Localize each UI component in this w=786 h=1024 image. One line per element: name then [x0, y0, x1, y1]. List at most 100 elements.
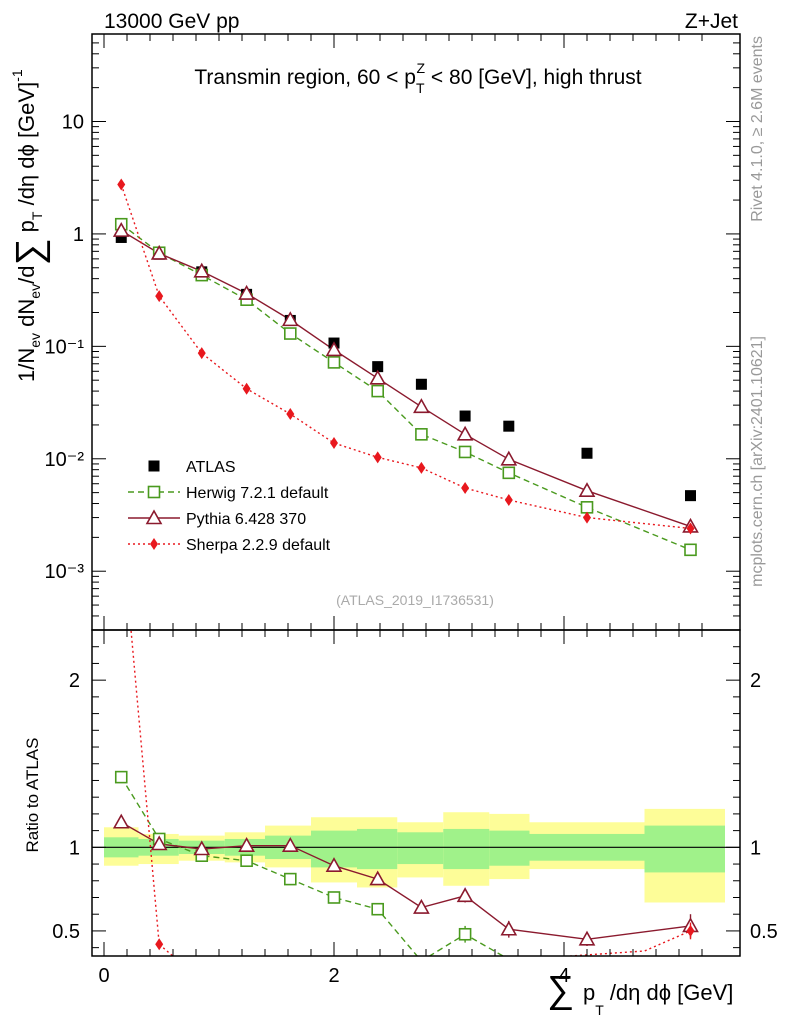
- main-point-pythia-6-428-370: [456, 425, 474, 441]
- ratio-point-pythia-6-428-370: [413, 898, 430, 914]
- ratio-ytick-label: 0.5: [52, 921, 80, 943]
- ratio-point-pythia-6-428-370: [193, 840, 211, 856]
- ratio-point-herwig-7-2-1-default: [240, 854, 253, 868]
- main-point-herwig-7-2-1-default: [684, 543, 697, 557]
- ratio-line-herwig-7-2-1-default: [120, 776, 505, 956]
- ratio-band-inner: [397, 832, 444, 865]
- main-point-herwig-7-2-1-default: [580, 501, 594, 514]
- main-axis-ticks: 10 1 10⁻¹ 10⁻² 10⁻³: [45, 33, 740, 631]
- ratio-xtick-label: 0: [98, 965, 109, 987]
- ratio-frame: [91, 629, 741, 957]
- main-point-herwig-7-2-1-default: [327, 356, 341, 369]
- ratio-point-pythia-6-428-370: [578, 930, 596, 946]
- ratio-ytick-label: 1: [69, 837, 80, 859]
- ratio-point-pythia-6-428-370: [369, 870, 387, 886]
- main-point-sherpa-2-2-9-default: [583, 511, 591, 524]
- main-point-pythia-6-428-370: [112, 221, 130, 237]
- rivet-version: Rivet 4.1.0, ≥ 2.6M events: [749, 36, 766, 222]
- main-line-pythia-6-428-370: [120, 230, 691, 528]
- ratio-point-sherpa-2-2-9-default: [155, 938, 164, 951]
- svg-text:1/Nev dNev/d∑ pT /dη dϕ [GeV]: 1/Nev dNev/d∑ pT /dη dϕ [GeV]-1: [9, 69, 51, 382]
- ratio-band-inner: [357, 828, 398, 870]
- ratio-point-herwig-7-2-1-default: [327, 891, 341, 904]
- main-point-atlas: [415, 378, 427, 390]
- main-point-atlas: [685, 490, 696, 502]
- main-ylabel: 1/Nev dNev/d∑ pT /dη dϕ [GeV]-1: [9, 69, 51, 382]
- ratio-series-markers: [112, 770, 699, 951]
- main-panel: 10 1 10⁻¹ 10⁻² 10⁻³ Transmin region, 60 < pT…: [9, 33, 741, 631]
- ratio-uncertainty-bands: [104, 808, 725, 903]
- ratio-xlabel: ∑ pT/dη dϕ [GeV]: [547, 969, 733, 1018]
- ratio-line-pythia-6-428-370: [120, 821, 691, 940]
- main-ytick-label: 10⁻²: [45, 449, 85, 471]
- mcplots-ref: mcplots.cern.ch [arXiv:2401.10621]: [749, 336, 766, 587]
- legend-label-pythia-6-428-370: Pythia 6.428 370: [186, 511, 306, 528]
- main-point-herwig-7-2-1-default: [371, 384, 385, 398]
- ratio-panel: 0.5 0.5 1 1 2 2 0 2 4 Ratio to ATLAS ∑ pT/dη dϕ …: [23, 629, 778, 1018]
- legend: ATLAS Herwig 7.2.1 default Pythia 6.428 37…: [128, 459, 331, 554]
- ratio-point-herwig-7-2-1-default: [371, 902, 385, 916]
- main-point-herwig-7-2-1-default: [458, 445, 472, 459]
- legend-label-herwig-7-2-1-default: Herwig 7.2.1 default: [186, 485, 329, 502]
- ratio-point-pythia-6-428-370: [150, 835, 168, 851]
- ratio-ytick-label: 2: [69, 670, 80, 692]
- main-point-atlas: [115, 231, 127, 243]
- main-point-atlas: [581, 447, 593, 459]
- main-point-pythia-6-428-370: [281, 311, 299, 327]
- ratio-axis-ticks: 0.5 0.5 1 1 2 2 0 2 4: [52, 630, 778, 987]
- legend-marker-atlas: [148, 460, 160, 472]
- main-point-herwig-7-2-1-default: [283, 327, 297, 340]
- main-point-sherpa-2-2-9-default: [197, 347, 206, 360]
- main-point-atlas: [459, 410, 471, 422]
- main-point-pythia-6-428-370: [193, 262, 211, 278]
- main-point-pythia-6-428-370: [500, 450, 518, 466]
- main-point-sherpa-2-2-9-default: [286, 408, 295, 421]
- header-left: 13000 GeV pp: [104, 10, 239, 33]
- main-point-sherpa-2-2-9-default: [330, 437, 338, 450]
- ratio-series-lines: [120, 630, 691, 956]
- ratio-point-pythia-6-428-370: [112, 813, 130, 829]
- main-point-sherpa-2-2-9-default: [242, 382, 251, 395]
- ratio-band-inner: [489, 830, 530, 866]
- main-line-sherpa-2-2-9-default: [120, 184, 691, 530]
- ratio-point-herwig-7-2-1-default: [114, 770, 128, 784]
- ratio-point-sherpa-2-2-9-default: [686, 924, 695, 937]
- main-point-pythia-6-428-370: [578, 482, 596, 498]
- ratio-xtick-label: 4: [558, 965, 569, 987]
- header-right: Z+Jet: [685, 10, 738, 33]
- ratio-point-herwig-7-2-1-default: [458, 927, 472, 941]
- main-point-atlas: [372, 361, 384, 373]
- main-point-sherpa-2-2-9-default: [373, 451, 382, 464]
- ratio-point-herwig-7-2-1-default: [283, 872, 297, 886]
- legend-label-sherpa-2-2-9-default: Sherpa 2.2.9 default: [186, 537, 331, 554]
- main-series-markers: [112, 178, 699, 557]
- svg-text:pT/dη dϕ [GeV]: pT/dη dϕ [GeV]: [583, 980, 733, 1018]
- ratio-point-pythia-6-428-370: [500, 920, 518, 936]
- ratio-xtick-label: 2: [328, 965, 339, 987]
- main-point-atlas: [503, 420, 515, 432]
- ratio-ytick-label-right: 0.5: [750, 921, 778, 943]
- ratio-point-pythia-6-428-370: [456, 887, 474, 903]
- ratio-ylabel: Ratio to ATLAS: [23, 738, 42, 853]
- main-ytick-label: 10: [62, 111, 84, 133]
- ratio-band-inner: [644, 825, 725, 873]
- ratio-point-pythia-6-428-370: [238, 837, 255, 852]
- main-point-pythia-6-428-370: [238, 284, 255, 300]
- ratio-ytick-label-right: 1: [750, 837, 761, 859]
- main-line-herwig-7-2-1-default: [120, 223, 691, 551]
- main-ytick-label: 1: [73, 224, 84, 246]
- legend-marker-pythia-6-428-370: [145, 509, 163, 525]
- ratio-band-inner: [443, 828, 490, 870]
- main-point-sherpa-2-2-9-default: [155, 290, 164, 303]
- main-title: Transmin region, 60 < pTZ < 80 [GeV], hi…: [194, 60, 641, 96]
- main-ytick-label: 10⁻³: [45, 561, 85, 583]
- watermark: (ATLAS_2019_I1736531): [336, 592, 494, 608]
- legend-marker-herwig-7-2-1-default: [147, 485, 161, 499]
- svg-text:∑: ∑: [547, 969, 574, 1011]
- main-series-lines: [120, 184, 691, 551]
- legend-marker-sherpa-2-2-9-default: [150, 538, 158, 550]
- main-point-sherpa-2-2-9-default: [504, 493, 513, 506]
- ratio-ytick-label-right: 2: [750, 670, 761, 692]
- legend-label-atlas: ATLAS: [186, 459, 236, 476]
